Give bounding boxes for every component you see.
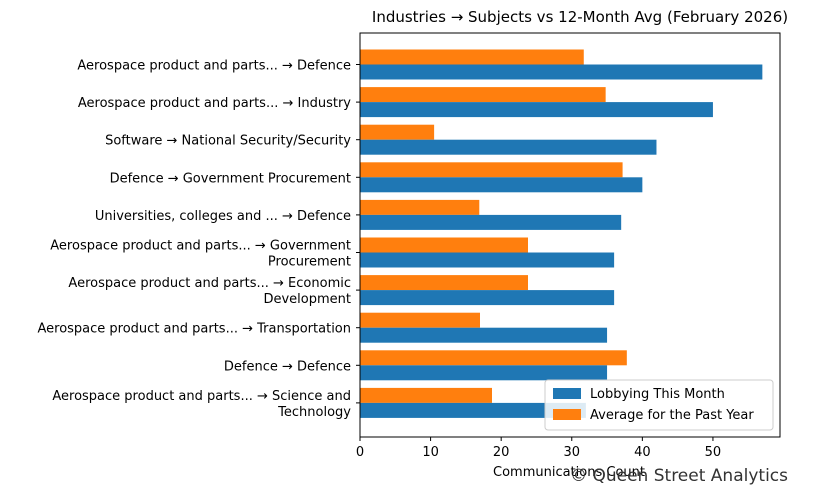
y-tick-label-7: Aerospace product and parts... → Economi… bbox=[68, 276, 351, 307]
bar-this-month-8 bbox=[360, 327, 608, 343]
y-tick-label-3: Software → National Security/Security bbox=[105, 134, 351, 149]
x-axis-label: Communications Count bbox=[493, 465, 645, 480]
plot-frame bbox=[359, 32, 781, 438]
bar-average-8 bbox=[360, 312, 480, 328]
bar-this-month-3 bbox=[360, 139, 657, 155]
legend-label-1: Lobbying This Month bbox=[590, 387, 725, 402]
bar-this-month-9 bbox=[360, 365, 608, 381]
watermark: © Queen Street Analytics bbox=[570, 466, 788, 486]
bar-this-month-4 bbox=[360, 177, 643, 193]
bar-average-9 bbox=[360, 350, 627, 366]
bar-average-6 bbox=[360, 237, 528, 253]
bar-this-month-1 bbox=[360, 64, 763, 80]
bar-this-month-5 bbox=[360, 214, 622, 230]
bar-average-4 bbox=[360, 162, 623, 178]
y-tick-label-5: Universities, colleges and ... → Defence bbox=[95, 209, 351, 224]
y-tick-label-8: Aerospace product and parts... → Transpo… bbox=[37, 322, 351, 337]
bar-average-5 bbox=[360, 199, 480, 215]
y-tick-label-6: Aerospace product and parts... → Governm… bbox=[50, 239, 351, 270]
legend-label-2: Average for the Past Year bbox=[590, 408, 754, 423]
x-tick-label-30: 30 bbox=[563, 445, 580, 460]
y-tick-label-2: Aerospace product and parts... → Industr… bbox=[78, 96, 351, 111]
bar-this-month-2 bbox=[360, 102, 713, 118]
y-tick-label-10: Aerospace product and parts... → Science… bbox=[52, 389, 351, 420]
x-tick-label-20: 20 bbox=[493, 445, 510, 460]
legend-swatch-2 bbox=[553, 409, 581, 420]
chart-title: Industries → Subjects vs 12-Month Avg (F… bbox=[372, 8, 788, 26]
bar-average-2 bbox=[360, 87, 606, 103]
bar-average-7 bbox=[360, 275, 528, 291]
x-tick-label-10: 10 bbox=[422, 445, 439, 460]
bar-this-month-7 bbox=[360, 290, 615, 306]
y-tick-label-4: Defence → Government Procurement bbox=[110, 171, 351, 186]
x-tick-label-40: 40 bbox=[634, 445, 651, 460]
bar-this-month-6 bbox=[360, 252, 615, 268]
x-tick-label-0: 0 bbox=[356, 445, 364, 460]
bar-average-3 bbox=[360, 124, 435, 140]
bar-average-1 bbox=[360, 49, 584, 65]
bar-this-month-10 bbox=[360, 402, 586, 418]
x-tick-label-50: 50 bbox=[705, 445, 722, 460]
bar-average-10 bbox=[360, 387, 492, 403]
y-tick-label-1: Aerospace product and parts... → Defence bbox=[77, 59, 351, 74]
y-tick-label-9: Defence → Defence bbox=[224, 359, 351, 374]
legend-swatch-1 bbox=[553, 388, 581, 399]
legend-box bbox=[544, 379, 774, 431]
